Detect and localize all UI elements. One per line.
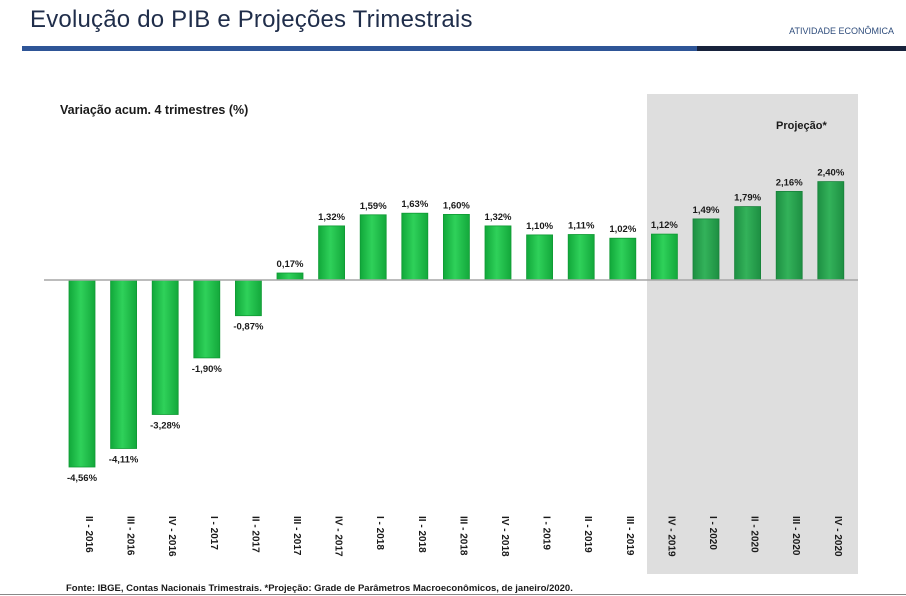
data-label-9: 1,60% bbox=[443, 200, 470, 211]
x-tick-label-14: IV - 2019 bbox=[665, 516, 676, 557]
x-tick-label-9: III - 2018 bbox=[457, 516, 468, 556]
bar-13 bbox=[609, 237, 637, 281]
bar-15 bbox=[692, 218, 720, 281]
data-label-1: -4,11% bbox=[109, 455, 139, 466]
data-label-6: 1,32% bbox=[318, 212, 345, 223]
x-tick-label-12: II - 2019 bbox=[582, 516, 593, 553]
data-label-11: 1,10% bbox=[526, 221, 553, 232]
data-label-10: 1,32% bbox=[485, 212, 512, 223]
bar-12 bbox=[567, 234, 595, 281]
data-label-16: 1,79% bbox=[734, 193, 761, 204]
projection-region bbox=[647, 94, 858, 574]
section-tag: ATIVIDADE ECONÔMICA bbox=[789, 26, 894, 36]
bottom-rule bbox=[0, 594, 906, 595]
bar-1 bbox=[110, 279, 137, 449]
x-tick-label-16: II - 2020 bbox=[749, 516, 760, 553]
data-label-12: 1,11% bbox=[568, 221, 595, 232]
data-label-18: 2,40% bbox=[817, 168, 844, 179]
bar-14 bbox=[651, 233, 678, 281]
x-tick-label-8: II - 2018 bbox=[416, 516, 427, 553]
data-label-0: -4,56% bbox=[67, 473, 98, 484]
bar-7 bbox=[359, 214, 387, 281]
x-tick-label-5: III - 2017 bbox=[291, 516, 302, 556]
x-tick-label-18: IV - 2020 bbox=[832, 516, 843, 557]
bar-2 bbox=[151, 279, 179, 415]
x-tick-label-3: I - 2017 bbox=[208, 516, 219, 550]
header-rule-accent bbox=[697, 46, 906, 51]
x-tick-label-2: IV - 2016 bbox=[166, 516, 177, 557]
projection-label: Projeção* bbox=[776, 120, 827, 132]
x-tick-label-13: III - 2019 bbox=[624, 516, 635, 556]
data-label-7: 1,59% bbox=[360, 201, 387, 212]
bar-11 bbox=[526, 234, 553, 281]
x-tick-label-10: IV - 2018 bbox=[499, 516, 510, 557]
bar-4 bbox=[234, 279, 262, 317]
data-label-3: -1,90% bbox=[192, 364, 223, 375]
data-label-8: 1,63% bbox=[401, 199, 428, 210]
data-label-17: 2,16% bbox=[776, 177, 803, 188]
x-tick-label-6: IV - 2017 bbox=[333, 516, 344, 557]
bar-18 bbox=[817, 181, 845, 281]
data-label-13: 1,02% bbox=[609, 224, 636, 235]
bar-9 bbox=[442, 213, 470, 281]
bar-8 bbox=[401, 212, 429, 281]
data-label-14: 1,12% bbox=[651, 220, 678, 231]
x-tick-label-1: III - 2016 bbox=[125, 516, 136, 556]
x-tick-label-7: I - 2018 bbox=[374, 516, 385, 550]
bar-3 bbox=[193, 279, 221, 359]
x-tick-label-17: III - 2020 bbox=[790, 516, 801, 556]
bar-16 bbox=[734, 206, 761, 281]
data-label-5: 0,17% bbox=[277, 259, 304, 270]
page-title: Evolução do PIB e Projeções Trimestrais bbox=[30, 6, 473, 33]
source-footnote: Fonte: IBGE, Contas Nacionais Trimestrai… bbox=[66, 583, 573, 594]
header-rule bbox=[22, 46, 697, 51]
bar-17 bbox=[775, 190, 803, 281]
bar-0 bbox=[68, 279, 96, 468]
data-label-2: -3,28% bbox=[150, 421, 181, 432]
chart-title: Variação acum. 4 trimestres (%) bbox=[60, 103, 248, 117]
data-label-15: 1,49% bbox=[693, 205, 720, 216]
bar-6 bbox=[318, 225, 346, 281]
bar-10 bbox=[484, 225, 512, 281]
bar-5 bbox=[276, 272, 304, 281]
x-tick-label-11: I - 2019 bbox=[541, 516, 552, 550]
x-tick-label-0: II - 2016 bbox=[83, 516, 94, 553]
x-tick-label-4: II - 2017 bbox=[249, 516, 260, 553]
data-label-4: -0,87% bbox=[233, 322, 264, 333]
x-tick-label-15: I - 2020 bbox=[707, 516, 718, 550]
